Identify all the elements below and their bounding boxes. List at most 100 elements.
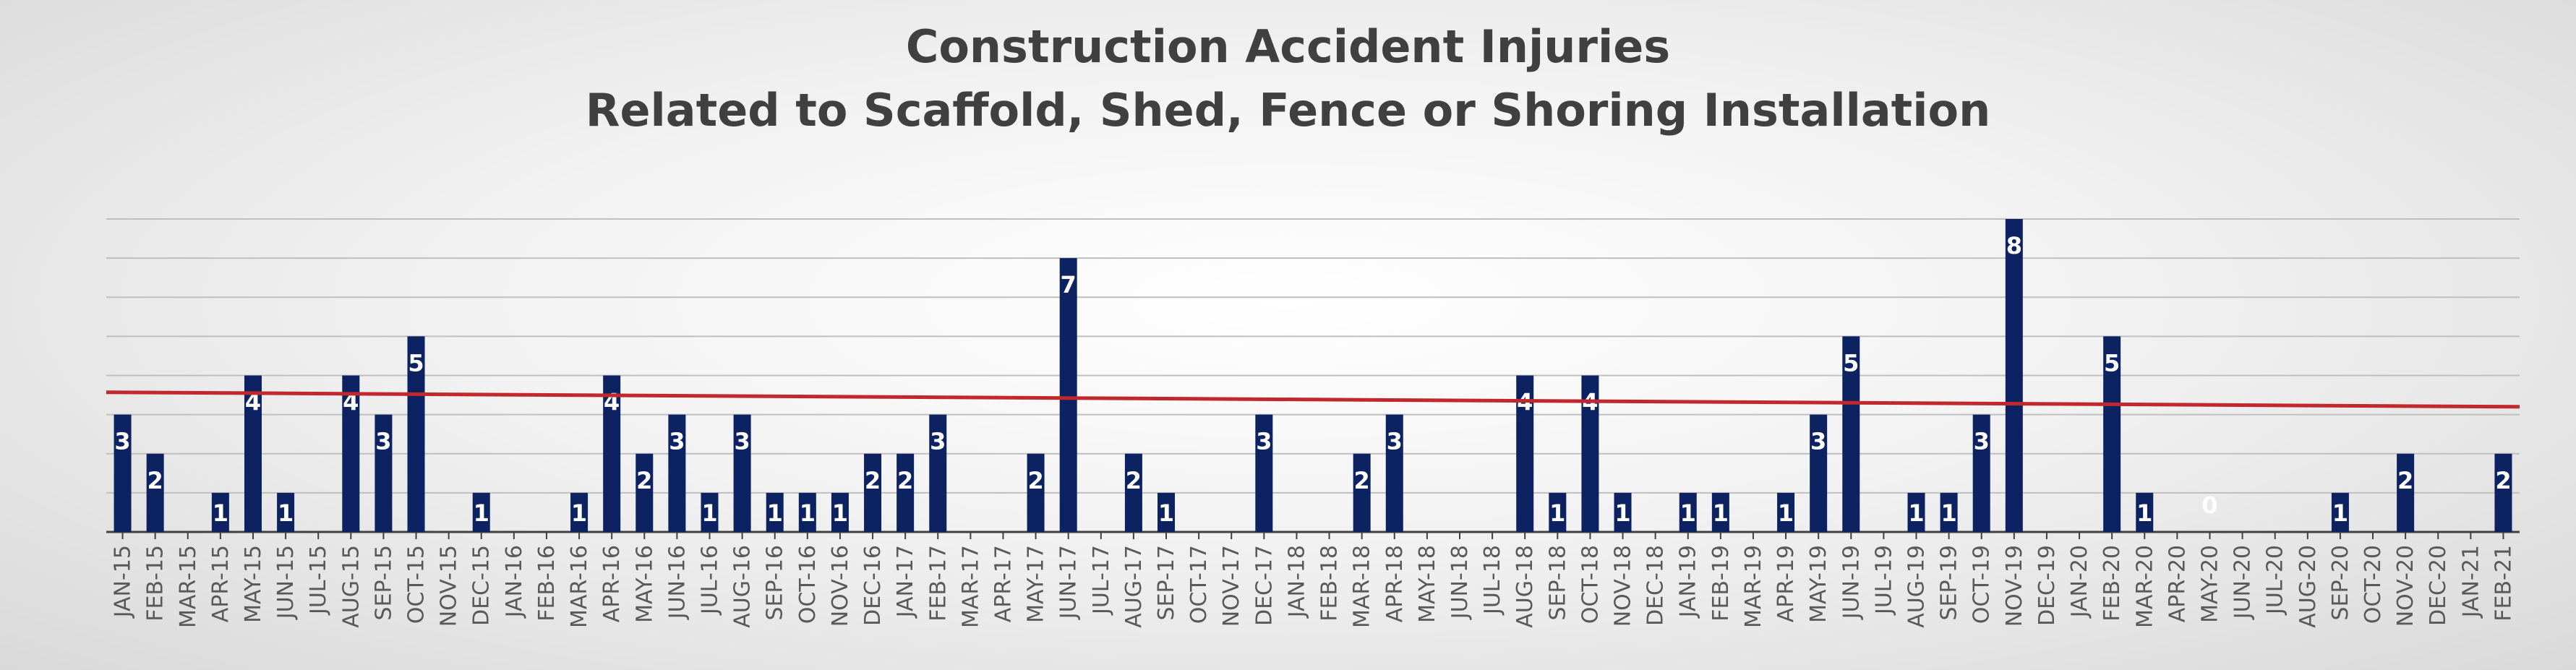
x-tick-label: JUL-15 (306, 545, 331, 616)
data-label: 0 (2201, 491, 2217, 519)
data-label: 3 (114, 428, 130, 455)
data-label: 4 (245, 389, 261, 416)
data-label: 2 (865, 467, 881, 494)
bar (1027, 453, 1045, 532)
data-label: 3 (1810, 428, 1826, 455)
x-tick-label: JAN-18 (1284, 545, 1309, 619)
x-tick-label: MAY-19 (1806, 545, 1831, 623)
bar (375, 414, 393, 532)
x-tick-label: FEB-17 (925, 545, 951, 622)
bar (114, 414, 132, 532)
x-tick-label: JAN-16 (502, 545, 527, 619)
data-label: 2 (2397, 467, 2413, 494)
x-tick-label: JUL-17 (1089, 545, 1114, 616)
x-tick-label: JUN-18 (1447, 545, 1473, 620)
data-label: 1 (2136, 499, 2152, 527)
bar (570, 492, 589, 532)
data-label: 1 (2332, 499, 2348, 527)
bar (472, 492, 490, 532)
data-label: 1 (1778, 499, 1794, 527)
x-tick-label: SEP-15 (371, 545, 396, 620)
x-tick-label: APR-20 (2165, 545, 2190, 622)
data-label: 1 (832, 499, 848, 527)
x-tick-label: OCT-19 (1969, 545, 1995, 624)
bar (2331, 492, 2349, 532)
bar (277, 492, 295, 532)
data-label: 3 (1387, 428, 1403, 455)
bar (701, 492, 719, 532)
bar (1124, 453, 1142, 532)
x-tick-label: MAR-15 (176, 545, 201, 628)
bar (766, 492, 784, 532)
bar (897, 453, 915, 532)
x-tick-label: MAR-20 (2132, 545, 2157, 628)
bar (798, 492, 816, 532)
x-tick-label: AUG-18 (1512, 545, 1538, 628)
bar (1907, 492, 1925, 532)
bar (1810, 414, 1828, 532)
x-tick-label: NOV-19 (2002, 545, 2027, 627)
data-label: 3 (669, 428, 685, 455)
bar (831, 492, 849, 532)
data-label: 1 (767, 499, 783, 527)
bar (1158, 492, 1176, 532)
data-label: 1 (1614, 499, 1630, 527)
x-tick-label: NOV-15 (437, 545, 462, 627)
data-label: 3 (930, 428, 946, 455)
data-label: 2 (897, 467, 913, 494)
bar (2397, 453, 2415, 532)
x-tick-label: SEP-20 (2328, 545, 2353, 620)
bar (636, 453, 654, 532)
data-label: 5 (408, 349, 424, 377)
x-tick-label: JUL-19 (1871, 545, 1896, 616)
data-label: 1 (800, 499, 816, 527)
bar (1549, 492, 1567, 532)
x-tick-label: APR-16 (599, 545, 625, 622)
data-label: 7 (1061, 271, 1077, 299)
x-tick-label: SEP-18 (1545, 545, 1570, 620)
x-tick-label: OCT-20 (2361, 545, 2386, 624)
x-tick-label: AUG-20 (2295, 545, 2321, 628)
x-tick-label: JUN-20 (2230, 545, 2256, 620)
chart-title: Construction Accident Injuries (905, 20, 1671, 73)
x-tick-label: MAY-18 (1415, 545, 1440, 623)
data-label: 8 (2006, 232, 2022, 259)
data-label: 1 (278, 499, 294, 527)
x-tick-label: APR-15 (208, 545, 234, 622)
x-tick-label: JUN-19 (1839, 545, 1864, 620)
x-tick-label: DEC-18 (1643, 545, 1669, 626)
x-tick-label: NOV-17 (1219, 545, 1244, 627)
bar (2103, 336, 2121, 532)
data-label: 5 (2104, 349, 2120, 377)
x-tick-label: NOV-20 (2393, 545, 2418, 627)
data-label: 3 (1974, 428, 1990, 455)
x-tick-label: DEC-20 (2426, 545, 2451, 626)
x-tick-label: FEB-19 (1708, 545, 1734, 622)
x-tick-label: MAY-17 (1024, 545, 1049, 623)
x-tick-label: FEB-18 (1317, 545, 1343, 622)
data-label: 2 (147, 467, 163, 494)
data-label: 2 (1027, 467, 1043, 494)
x-tick-label: JAN-21 (2458, 545, 2483, 619)
x-tick-label: AUG-17 (1121, 545, 1147, 628)
x-tick-label: FEB-15 (143, 545, 168, 622)
bar (1614, 492, 1632, 532)
bar (1059, 258, 1077, 532)
bar (1777, 492, 1795, 532)
bar (1385, 414, 1403, 532)
x-tick-label: APR-19 (1773, 545, 1799, 622)
x-tick-label: DEC-17 (1251, 545, 1277, 626)
x-tick-label: SEP-19 (1937, 545, 1962, 620)
x-tick-label: DEC-19 (2034, 545, 2060, 626)
data-label: 3 (1256, 428, 1272, 455)
data-label: 1 (213, 499, 228, 527)
x-tick-label: JUL-20 (2263, 545, 2288, 616)
x-tick-label: OCT-18 (1578, 545, 1603, 624)
data-label: 1 (474, 499, 489, 527)
x-tick-label: OCT-16 (795, 545, 821, 624)
trend-line (106, 390, 2520, 409)
bar (2494, 453, 2512, 532)
x-tick-label: FEB-20 (2100, 545, 2125, 622)
bar (1940, 492, 1958, 532)
